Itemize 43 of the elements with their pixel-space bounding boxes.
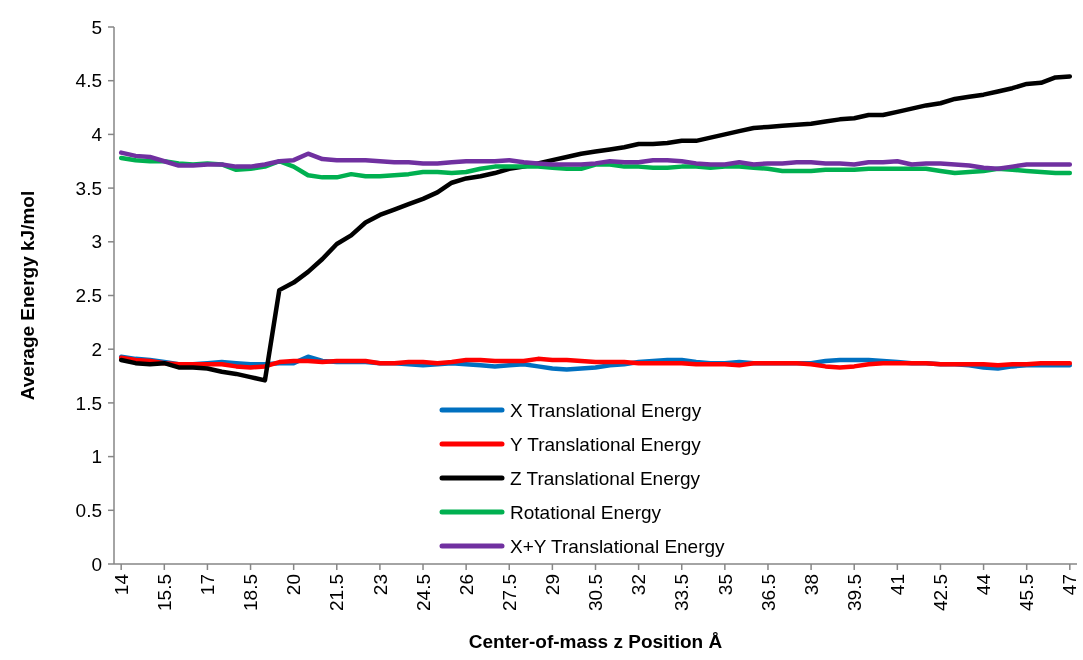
y-tick-label: 3.5 — [75, 177, 102, 199]
x-tick-label: 26 — [455, 574, 477, 596]
y-tick-label: 0 — [91, 553, 102, 575]
y-tick-label: 2 — [91, 338, 102, 360]
legend-label: Z Translational Energy — [510, 467, 701, 489]
x-axis-title: Center-of-mass z Position Å — [468, 631, 723, 652]
x-tick-label: 45.5 — [1016, 574, 1038, 611]
y-tick-label: 1.5 — [75, 392, 102, 414]
y-tick-label: 1 — [91, 446, 102, 468]
x-tick-label: 21.5 — [326, 574, 348, 611]
x-tick-label: 30.5 — [585, 574, 607, 611]
x-tick-label: 14 — [110, 573, 132, 596]
x-tick-label: 23 — [369, 574, 391, 596]
x-tick-label: 39.5 — [843, 574, 865, 611]
x-tick-label: 32 — [628, 574, 650, 596]
x-tick-label: 44 — [973, 573, 995, 596]
y-tick-label: 4.5 — [75, 70, 102, 92]
y-tick-label: 5 — [91, 16, 102, 38]
x-tick-label: 24.5 — [412, 574, 434, 611]
x-tick-label: 35 — [714, 574, 736, 596]
x-tick-label: 38 — [800, 574, 822, 596]
y-tick-label: 2.5 — [75, 285, 102, 307]
line-series — [118, 74, 1073, 383]
x-tick-label: 47 — [1059, 574, 1081, 596]
y-tick-label: 3 — [91, 231, 102, 253]
x-tick-label: 42.5 — [930, 574, 952, 611]
x-tick-label: 29 — [542, 574, 564, 596]
x-tick-label: 15.5 — [153, 574, 175, 611]
legend-label: Y Translational Energy — [510, 433, 702, 455]
legend-label: X Translational Energy — [510, 399, 702, 421]
x-tick-label: 41 — [886, 574, 908, 596]
line-series — [118, 150, 1073, 172]
y-tick-label: 0.5 — [75, 499, 102, 521]
x-tick-label: 17 — [197, 574, 219, 596]
x-tick-label: 33.5 — [671, 574, 693, 611]
y-tick-label: 4 — [91, 124, 103, 146]
legend-label: Rotational Energy — [510, 501, 662, 523]
legend-label: X+Y Translational Energy — [510, 535, 726, 557]
x-tick-label: 18.5 — [240, 574, 262, 611]
y-axis-title: Average Energy kJ/mol — [17, 190, 38, 401]
x-tick-label: 20 — [283, 574, 305, 596]
x-tick-label: 27.5 — [498, 574, 520, 611]
x-tick-label: 36.5 — [757, 574, 779, 611]
